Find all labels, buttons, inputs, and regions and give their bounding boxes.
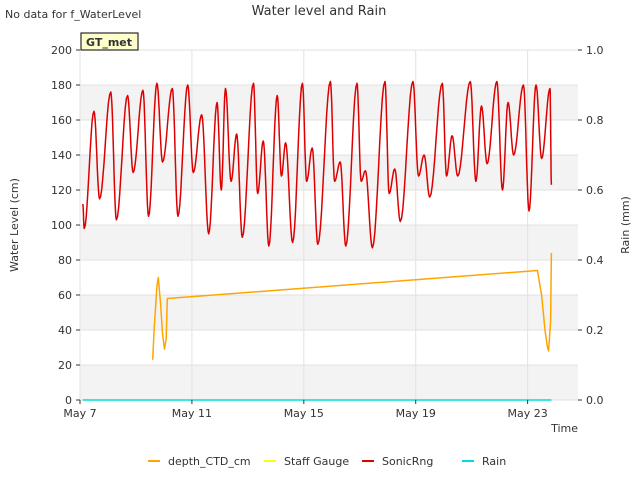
y-right-tick-label: 0.0 <box>586 394 604 407</box>
station-badge-box <box>80 32 139 51</box>
legend-label-sonicrng: SonicRng <box>382 455 433 468</box>
series-sonicrng <box>82 80 553 249</box>
y-right-tick-label: 0.8 <box>586 114 604 127</box>
y-right-tick-label: 0.2 <box>586 324 604 337</box>
y-left-tick-label: 0 <box>65 394 72 407</box>
y-left-tick-label: 180 <box>51 79 72 92</box>
y-left-tick-label: 60 <box>58 289 72 302</box>
legend: depth_CTD_cm Staff Gauge SonicRng Rain <box>148 455 506 468</box>
chart-title: Water level and Rain <box>252 4 387 19</box>
y-left-tick-label: 140 <box>51 149 72 162</box>
y-axis-right-label: Rain (mm) <box>619 196 632 254</box>
y-left-tick-label: 40 <box>58 324 72 337</box>
x-tick-label: May 15 <box>284 407 324 420</box>
y-axis-left-label: Water Level (cm) <box>8 178 21 272</box>
x-tick-label: May 7 <box>63 407 96 420</box>
y-left-tick-label: 200 <box>51 44 72 57</box>
x-tick-label: May 23 <box>508 407 548 420</box>
y-left-tick-label: 80 <box>58 254 72 267</box>
station-badge-label: GT_met <box>86 36 132 49</box>
legend-label-rain: Rain <box>482 455 506 468</box>
x-tick-label: May 19 <box>396 407 436 420</box>
legend-label-staff-gauge: Staff Gauge <box>284 455 349 468</box>
station-badge: GT_met <box>80 32 139 51</box>
y-left-tick-label: 120 <box>51 184 72 197</box>
y-left-tick-label: 20 <box>58 359 72 372</box>
y-left-tick-label: 160 <box>51 114 72 127</box>
plot-band <box>80 295 578 330</box>
x-axis-label: Time <box>550 422 578 435</box>
y-right-tick-label: 0.6 <box>586 184 604 197</box>
plot-band <box>80 225 578 260</box>
no-data-note: No data for f_WaterLevel <box>5 8 141 21</box>
plot-band <box>80 365 578 400</box>
axis-ticks: 0 20 40 60 80 100 120 140 160 180 200 0.0 0.2 0.4 0.6 0… <box>51 44 604 420</box>
plot-series <box>82 80 553 401</box>
series-depth-ctd-cm <box>151 252 553 360</box>
x-tick-label: May 11 <box>172 407 212 420</box>
legend-label-depth-ctd-cm: depth_CTD_cm <box>168 455 251 468</box>
y-right-tick-label: 1.0 <box>586 44 604 57</box>
y-left-tick-label: 100 <box>51 219 72 232</box>
y-right-tick-label: 0.4 <box>586 254 604 267</box>
